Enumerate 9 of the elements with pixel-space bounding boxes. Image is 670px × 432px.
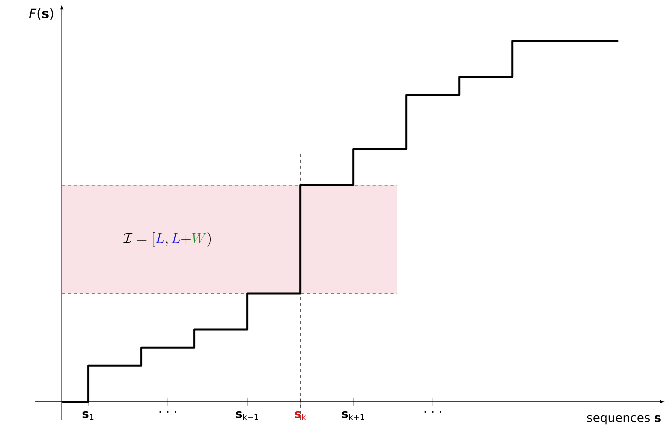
- x-axis-title: sequences s: [587, 415, 661, 425]
- x-tick-label: s$_{1}$: [82, 411, 94, 420]
- x-tick-label: s$_{k−1}$: [236, 411, 258, 420]
- y-axis-title: F(s): [29, 8, 54, 20]
- x-tick-label: · · ·: [160, 411, 176, 413]
- x-tick-label: · · ·: [424, 411, 442, 413]
- annotation: $\mathcal{I}=[{\color[HTML]{1010E0}L},{\color[HTML]{1010E0}L}{+}{\color[HTML]{1A8A1A}W})$: [123, 232, 211, 247]
- x-tick-label: s$_{k}$: [295, 411, 306, 420]
- x-tick-label: s$_{k+1}$: [342, 411, 364, 420]
